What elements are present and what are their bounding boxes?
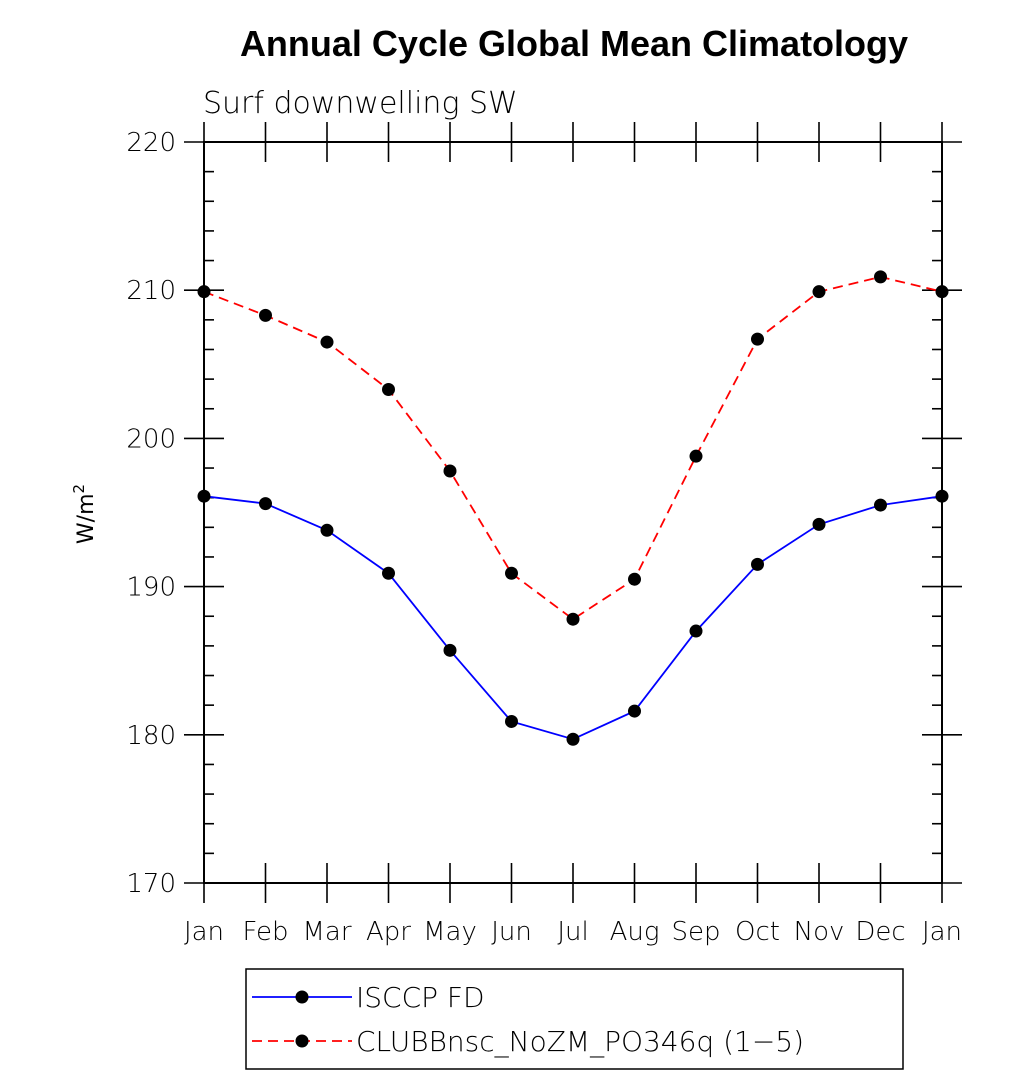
y-tick-label: 220 — [126, 128, 176, 158]
legend-label-2: CLUBBnsc_NoZM_PO346q (1−5) — [356, 1025, 804, 1059]
series-1-point — [874, 498, 887, 512]
y-tick-label: 200 — [126, 424, 176, 454]
series-2-point — [259, 308, 272, 322]
series-2-point — [197, 285, 211, 299]
plot-frame — [203, 141, 943, 884]
legend-box — [245, 968, 904, 1070]
chart-title: Annual Cycle Global Mean Climatology — [240, 23, 908, 64]
x-tick-label: Nov — [794, 917, 845, 947]
series-2-point — [628, 572, 641, 586]
y-axis-label-superscript: 2 — [70, 484, 88, 494]
series-2-point — [935, 285, 949, 299]
legend-label-1: ISCCP FD — [356, 981, 485, 1014]
series-1-point — [566, 732, 580, 746]
x-tick-label: Sep — [671, 917, 720, 947]
y-tick-label: 180 — [126, 721, 176, 751]
x-tick-label: Jan — [184, 917, 224, 947]
series-2-point — [812, 285, 826, 299]
series-1-point — [443, 643, 457, 657]
series-2-point — [320, 335, 334, 349]
legend-marker-2 — [295, 1034, 309, 1048]
series-1-point — [751, 557, 764, 571]
x-tick-label: Feb — [242, 917, 288, 947]
plot-area: 170 180 190 200 210 220 Jan Feb Mar Apr May Jun Jul A… — [126, 122, 962, 947]
series-line-2 — [203, 275, 943, 621]
series-2-point — [689, 449, 703, 463]
series-2-point — [505, 566, 518, 580]
x-tick-label: Oct — [735, 917, 780, 947]
series-2-point — [874, 270, 887, 284]
chart-subtitle: Surf downwelling SW — [203, 86, 518, 121]
legend: ISCCP FD CLUBBnsc_NoZM_PO346q (1−5) — [245, 968, 904, 1070]
x-tick-label: Apr — [366, 917, 411, 947]
y-tick-label: 210 — [126, 276, 176, 306]
series-1-point — [935, 489, 949, 503]
x-tick-label: Jul — [557, 917, 588, 947]
series-1-point — [628, 704, 641, 718]
series-2-point — [566, 612, 580, 626]
series-1-point — [259, 497, 272, 511]
y-tick-label: 170 — [126, 869, 176, 899]
series-2-point — [443, 464, 457, 478]
series-1-point — [382, 566, 395, 580]
y-axis-label-text: W/m — [74, 493, 99, 544]
series-2-point — [382, 382, 395, 396]
y-tick-label: 190 — [126, 573, 176, 603]
series-2-point — [751, 332, 764, 346]
x-tick-label: Aug — [610, 917, 660, 947]
x-tick-label: Dec — [855, 917, 905, 947]
x-tick-label: Jan — [922, 917, 962, 947]
y-axis-label: W/m2 — [70, 484, 99, 544]
x-tick-label: May — [423, 917, 477, 947]
x-tick-label: Jun — [491, 917, 532, 947]
series-1-point — [689, 624, 703, 638]
series-1-point — [320, 523, 334, 537]
legend-marker-1 — [295, 990, 309, 1004]
series-1-point — [505, 714, 518, 728]
series-1-point — [197, 489, 211, 503]
x-tick-label: Mar — [302, 917, 351, 947]
series-1-point — [812, 517, 826, 531]
